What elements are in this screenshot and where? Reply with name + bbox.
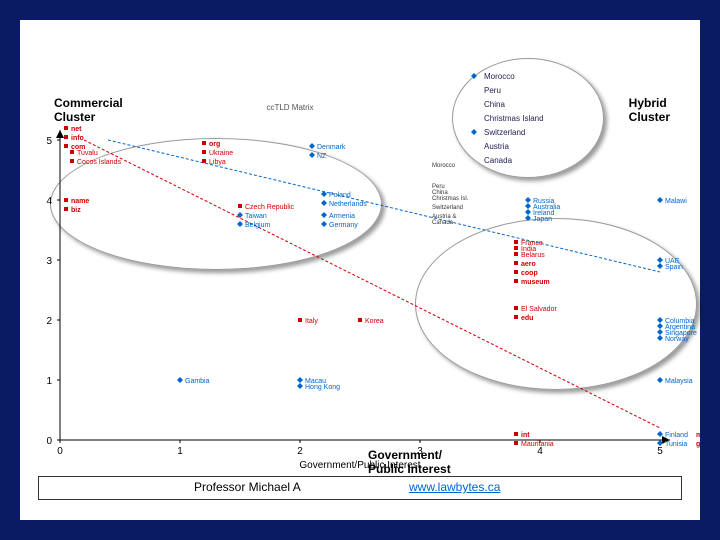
svg-text:Germany: Germany — [329, 222, 358, 229]
svg-text:Netherlands: Netherlands — [329, 201, 367, 208]
svg-text:Italy: Italy — [305, 318, 318, 325]
svg-text:biz: biz — [71, 207, 81, 214]
svg-text:name: name — [71, 198, 89, 205]
svg-text:4: 4 — [46, 196, 52, 207]
svg-text:Switzerland: Switzerland — [432, 205, 463, 211]
svg-text:0: 0 — [46, 436, 52, 447]
svg-text:Armenia: Armenia — [329, 213, 355, 220]
svg-text:mil: mil — [696, 432, 700, 439]
svg-text:Czech Republic: Czech Republic — [245, 204, 295, 211]
svg-text:ccTLD Matrix: ccTLD Matrix — [266, 103, 313, 112]
svg-text:Mauritania: Mauritania — [521, 441, 554, 448]
svg-text:Libya: Libya — [209, 159, 226, 166]
svg-text:Belgium: Belgium — [245, 222, 270, 229]
svg-text:org: org — [209, 141, 220, 148]
svg-text:Poland: Poland — [329, 192, 351, 199]
svg-text:Japan: Japan — [533, 216, 552, 223]
svg-text:aero: aero — [521, 261, 536, 268]
svg-text:Taiwan: Taiwan — [245, 213, 267, 220]
svg-text:Gambia: Gambia — [185, 378, 210, 385]
svg-text:Government/Public Interest: Government/Public Interest — [299, 460, 420, 471]
svg-text:Austria: Austria — [484, 142, 509, 151]
slide-root: Commercial Cluster Hybrid Cluster Govern… — [0, 0, 720, 540]
svg-text:Malaysia: Malaysia — [665, 378, 693, 385]
svg-text:edu: edu — [521, 315, 533, 322]
svg-text:2: 2 — [46, 316, 52, 327]
svg-text:int: int — [521, 432, 530, 439]
svg-text:coop: coop — [521, 270, 538, 277]
svg-text:Canada: Canada — [432, 220, 454, 226]
svg-text:Tunisia: Tunisia — [665, 441, 687, 448]
svg-text:5: 5 — [46, 136, 52, 147]
svg-text:Cocos Islands: Cocos Islands — [77, 159, 121, 166]
svg-text:1: 1 — [46, 376, 52, 387]
svg-text:Belarus: Belarus — [521, 252, 545, 259]
svg-text:Canada: Canada — [484, 156, 513, 165]
svg-text:Malawi: Malawi — [665, 198, 687, 205]
svg-text:NZ: NZ — [317, 153, 327, 160]
cctld-scatter-chart: 012345012345Government/Public Interestcc… — [20, 20, 700, 520]
footer-left: Professor Michael A — [194, 480, 301, 494]
footer-bar: Professor Michael A www.lawbytes.ca — [38, 476, 682, 500]
svg-text:Hong Kong: Hong Kong — [305, 384, 340, 391]
chart-panel: Commercial Cluster Hybrid Cluster Govern… — [20, 20, 700, 520]
svg-text:gov: gov — [696, 441, 700, 448]
svg-text:Tuvalu: Tuvalu — [77, 150, 98, 157]
svg-text:Morocco: Morocco — [432, 163, 456, 169]
svg-text:Switzerland: Switzerland — [484, 128, 525, 137]
svg-text:3: 3 — [46, 256, 52, 267]
svg-text:Korea: Korea — [365, 318, 384, 325]
svg-text:Spain: Spain — [665, 264, 683, 271]
svg-text:Denmark: Denmark — [317, 144, 346, 151]
svg-text:Ukraine: Ukraine — [209, 150, 233, 157]
svg-text:Norway: Norway — [665, 336, 689, 343]
svg-text:museum: museum — [521, 279, 550, 286]
svg-text:0: 0 — [57, 446, 63, 457]
svg-text:1: 1 — [177, 446, 183, 457]
svg-text:2: 2 — [297, 446, 303, 457]
svg-text:Christmas Isl.: Christmas Isl. — [432, 196, 469, 202]
footer-right[interactable]: www.lawbytes.ca — [409, 480, 500, 494]
svg-text:El Salvador: El Salvador — [521, 306, 557, 313]
svg-text:Peru: Peru — [484, 86, 501, 95]
svg-text:Morocco: Morocco — [484, 72, 515, 81]
svg-text:Christmas Island: Christmas Island — [484, 114, 544, 123]
svg-text:3: 3 — [417, 446, 423, 457]
svg-text:China: China — [484, 100, 505, 109]
svg-text:5: 5 — [657, 446, 663, 457]
svg-text:net: net — [71, 126, 82, 133]
svg-text:Finland: Finland — [665, 432, 688, 439]
svg-text:info: info — [71, 135, 84, 142]
